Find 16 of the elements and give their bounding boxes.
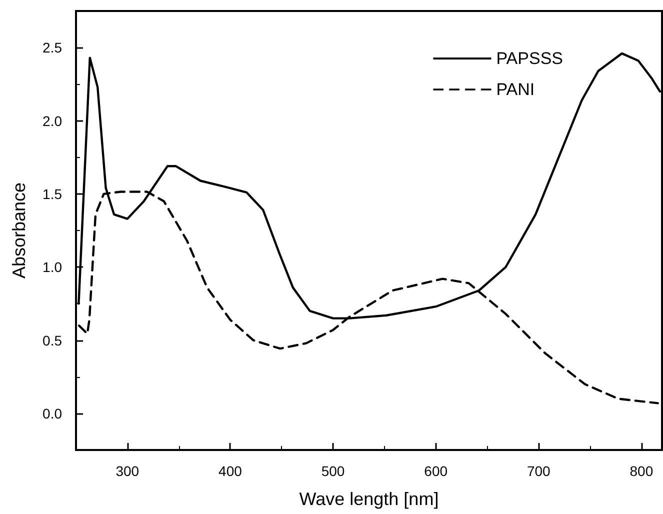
legend-label: PANI [496, 80, 535, 99]
y-tick-label: 1.5 [42, 186, 62, 202]
x-tick-label: 700 [526, 463, 551, 479]
y-tick-label: 0.5 [42, 332, 62, 348]
y-axis-title: Absorbance [9, 182, 29, 279]
y-tick-label: 2.0 [42, 112, 62, 129]
y-tick-label: 1.0 [42, 259, 62, 276]
x-tick-label: 300 [116, 463, 140, 479]
legend-label: PAPSSS [496, 49, 564, 68]
x-axis-title: Wave length [nm] [299, 489, 439, 509]
y-tick-label: 2.5 [42, 40, 62, 56]
y-tick-label: 0.0 [42, 405, 62, 422]
x-tick-label: 600 [424, 463, 448, 479]
x-tick-label: 400 [218, 463, 242, 479]
x-tick-label: 800 [630, 463, 654, 479]
x-tick-label: 500 [321, 463, 345, 479]
